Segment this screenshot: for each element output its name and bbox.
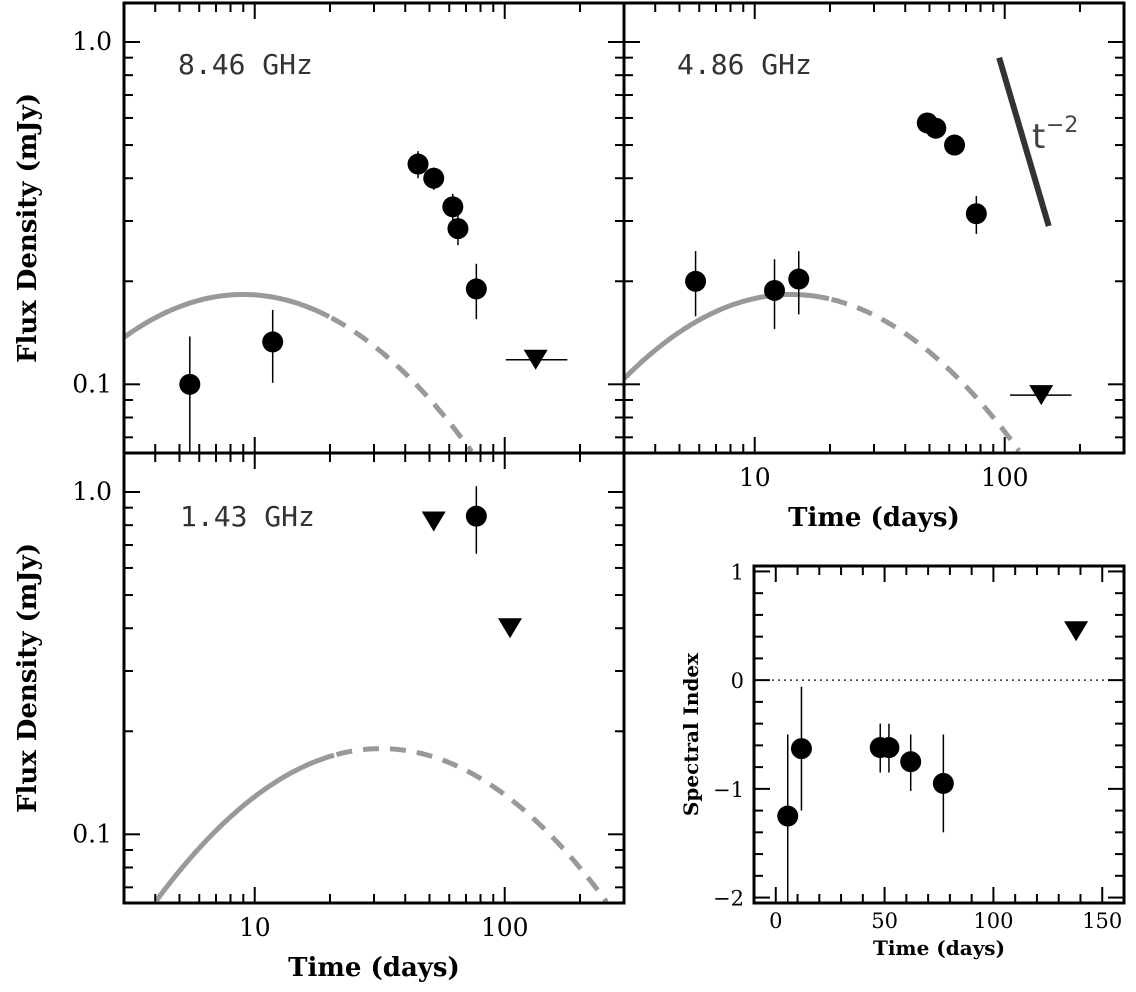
model-curve-dashed bbox=[335, 746, 609, 903]
y-tick-label: 0.1 bbox=[72, 369, 112, 398]
x-tick-label: 10 bbox=[739, 463, 771, 492]
data-point bbox=[878, 737, 900, 759]
plot-area bbox=[124, 151, 568, 453]
slope-exponent: −2 bbox=[1046, 113, 1078, 138]
panel-bottom-left: 10 100 1.0 0.1 1.43 GHz Time (days) Flux Densi… bbox=[13, 451, 626, 983]
y-axis-label: Flux Density (mJy) bbox=[13, 93, 43, 363]
data-point bbox=[465, 278, 487, 300]
frequency-label: 1.43 GHz bbox=[180, 500, 315, 533]
x-tick-label: 100 bbox=[981, 463, 1029, 492]
upper-limit-marker bbox=[421, 511, 446, 532]
data-point bbox=[764, 279, 786, 301]
data-point bbox=[965, 203, 987, 225]
frequency-label: 4.86 GHz bbox=[677, 48, 812, 81]
slope-label: t bbox=[1032, 117, 1045, 157]
model-curve-dashed bbox=[330, 315, 474, 453]
data-point bbox=[465, 505, 487, 527]
y-tick-label: −1 bbox=[713, 778, 744, 802]
panel-bottom-right: 0 50 100 150 1 0 −1 −2 Time (days) Spectral Index bbox=[679, 560, 1126, 960]
data-point bbox=[932, 772, 954, 794]
y-axis-label: Spectral Index bbox=[679, 652, 703, 816]
x-tick-label: 50 bbox=[871, 909, 898, 933]
y-axis-label: Flux Density (mJy) bbox=[13, 543, 43, 813]
x-tick-label: 10 bbox=[239, 913, 271, 942]
data-point bbox=[685, 270, 707, 292]
slope-line bbox=[996, 56, 1052, 227]
upper-limit-marker bbox=[1029, 385, 1054, 406]
data-point bbox=[777, 805, 799, 827]
x-axis-label: Time (days) bbox=[873, 936, 1005, 960]
model-curve-solid bbox=[624, 292, 830, 381]
y-tick-label: 0.1 bbox=[72, 819, 112, 848]
frequency-label: 8.46 GHz bbox=[178, 48, 313, 81]
y-tick-label: 1.0 bbox=[72, 477, 112, 506]
x-tick-label: 0 bbox=[769, 909, 782, 933]
data-point bbox=[407, 153, 429, 175]
plot-area bbox=[154, 486, 609, 903]
x-axis-label: Time (days) bbox=[788, 503, 960, 533]
data-point bbox=[944, 134, 966, 156]
panel-top-left: 1.0 0.1 8.46 GHz Flux Density (mJy) bbox=[13, 1, 626, 455]
x-axis-label: Time (days) bbox=[288, 953, 460, 983]
upper-limit-marker bbox=[498, 618, 523, 639]
limit-marker bbox=[1064, 621, 1089, 642]
data-point bbox=[262, 331, 284, 353]
panel-top-right: t −2 10 100 4.86 GHz Time (days) bbox=[622, 1, 1126, 533]
y-tick-label: 1.0 bbox=[72, 27, 112, 56]
y-tick-label: 0 bbox=[731, 669, 744, 693]
data-point bbox=[900, 751, 922, 773]
model-curve-solid bbox=[124, 292, 331, 340]
plot-area bbox=[624, 56, 1072, 453]
data-point bbox=[925, 117, 947, 139]
data-point bbox=[790, 738, 812, 760]
plot-area bbox=[754, 621, 1124, 903]
y-tick-label: 1 bbox=[731, 560, 744, 584]
panel-frame bbox=[752, 564, 1126, 905]
model-curve-dashed bbox=[830, 296, 1022, 453]
y-tick-label: −2 bbox=[713, 887, 744, 911]
data-point bbox=[179, 373, 201, 395]
x-tick-label: 150 bbox=[1082, 909, 1122, 933]
data-point bbox=[442, 196, 464, 218]
x-tick-label: 100 bbox=[481, 913, 529, 942]
data-point bbox=[788, 268, 810, 290]
data-point bbox=[423, 167, 445, 189]
data-point bbox=[447, 218, 469, 240]
x-tick-label: 100 bbox=[973, 909, 1013, 933]
model-curve-solid bbox=[154, 752, 335, 902]
upper-limit-marker bbox=[523, 349, 548, 370]
